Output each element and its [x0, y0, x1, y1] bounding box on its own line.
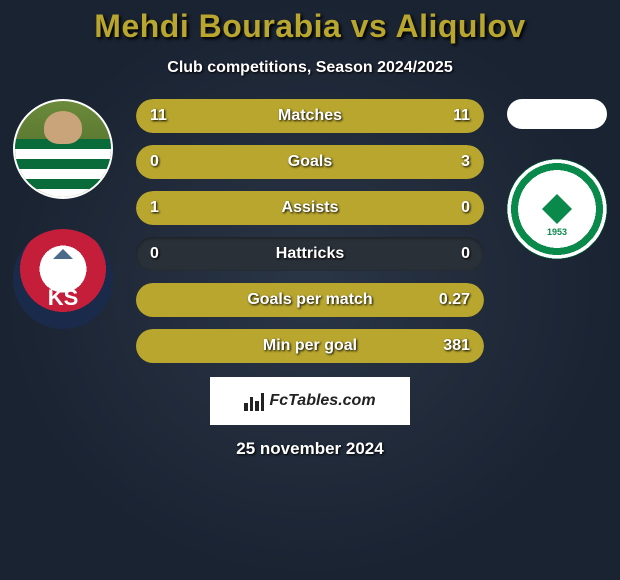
stat-value-right: 11	[453, 107, 470, 125]
stat-label: Goals per match	[247, 291, 372, 309]
stats-column: 11 Matches 11 0 Goals 3 1 Assists 0 0 Hattricks 0 Go…	[120, 99, 500, 363]
stat-label: Hattricks	[276, 245, 344, 263]
stat-value-right: 0.27	[439, 291, 470, 309]
stat-value-left: 11	[150, 107, 167, 125]
stat-label: Min per goal	[263, 337, 357, 355]
stat-value-left: 0	[150, 153, 159, 171]
stat-row: 0 Goals 3	[136, 145, 484, 179]
stat-value-right: 0	[461, 199, 470, 217]
player2-avatar	[507, 99, 607, 129]
player1-avatar	[13, 99, 113, 199]
page-title: Mehdi Bourabia vs Aliqulov	[94, 8, 525, 45]
stat-row: 11 Matches 11	[136, 99, 484, 133]
infographic: Mehdi Bourabia vs Aliqulov Club competit…	[0, 0, 620, 580]
stat-row: 0 Hattricks 0	[136, 237, 484, 271]
stat-value-left: 1	[150, 199, 159, 217]
left-column	[0, 99, 120, 329]
main-area: 11 Matches 11 0 Goals 3 1 Assists 0 0 Hattricks 0 Go…	[0, 99, 620, 363]
watermark-text: FcTables.com	[269, 392, 375, 410]
stat-value-right: 3	[461, 153, 470, 171]
stat-row: 1 Assists 0	[136, 191, 484, 225]
player1-club-logo	[13, 229, 113, 329]
watermark: FcTables.com	[210, 377, 410, 425]
stat-label: Assists	[282, 199, 339, 217]
right-column	[500, 99, 620, 259]
player2-club-logo	[507, 159, 607, 259]
page-subtitle: Club competitions, Season 2024/2025	[167, 59, 452, 77]
stat-value-left: 0	[150, 245, 159, 263]
stat-value-right: 381	[443, 337, 470, 355]
stat-row: Goals per match 0.27	[136, 283, 484, 317]
stat-label: Matches	[278, 107, 342, 125]
stat-label: Goals	[288, 153, 332, 171]
stat-row: Min per goal 381	[136, 329, 484, 363]
chart-icon	[244, 391, 264, 411]
stat-value-right: 0	[461, 245, 470, 263]
date: 25 november 2024	[236, 439, 383, 459]
